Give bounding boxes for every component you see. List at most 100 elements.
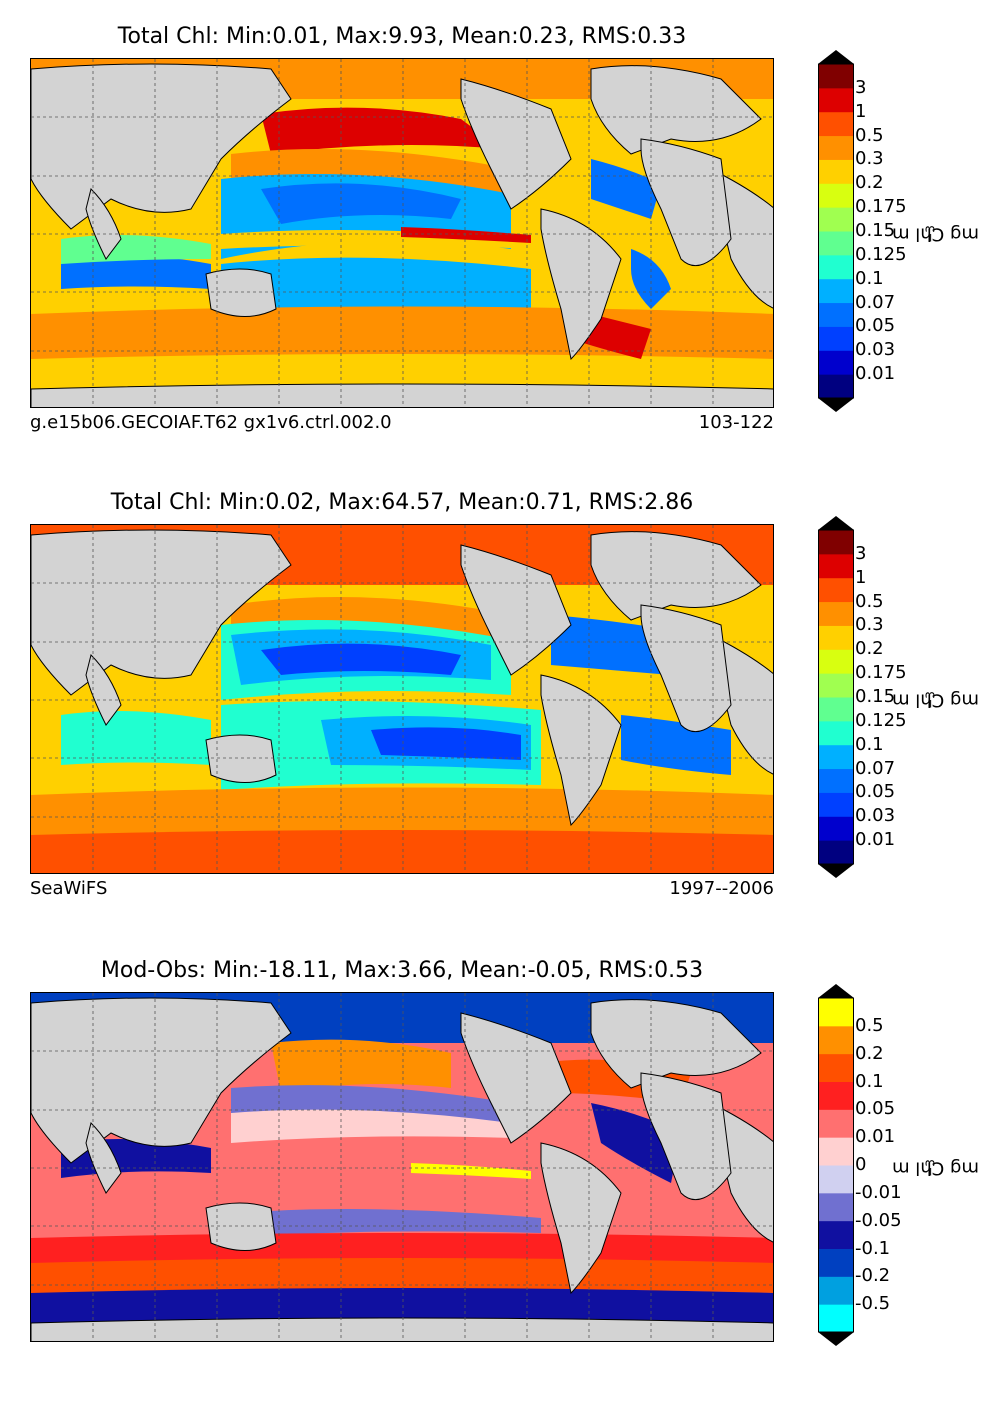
colorbar-segment [818,254,854,280]
colorbar-segment [818,553,854,579]
colorbar-segment [818,601,854,626]
colorbar-tick-label: 0.5 [855,124,884,146]
colorbar-segment [818,1081,854,1110]
colorbar-segment [818,87,854,113]
colorbar-tick-label: 0.125 [855,709,907,731]
colorbar-tick-label: -0.2 [855,1265,891,1287]
colorbar-tick-label: 0.2 [855,1042,884,1064]
source-label: SeaWiFS [30,878,108,899]
colorbar-tick-label: 0.15 [855,220,896,241]
colorbar-segment [818,64,854,89]
colorbar-tick-label: -0.05 [855,1209,902,1231]
colorbar-over-arrow [818,516,854,530]
colorbar-segment [818,1276,854,1305]
colorbar-tick-label: 0 [855,1154,867,1175]
colorbar-segment [818,649,854,674]
colorbar-tick-label: 0.1 [855,1070,884,1092]
colorbar-tick-label: 0.01 [855,829,896,851]
colorbar-tick-label: 0.175 [855,196,907,218]
panel-title: Total Chl: Min:0.01, Max:9.93, Mean:0.23… [117,24,687,49]
colorbar-under-arrow [818,398,854,412]
colorbar-segment [818,278,854,304]
colorbar-segment [818,1192,854,1222]
panel-title: Total Chl: Min:0.02, Max:64.57, Mean:0.7… [110,490,694,515]
colorbar-tick-label: 0.01 [855,1126,896,1148]
colorbar-tick-label: 1 [855,566,867,588]
colorbar-over-arrow [818,50,854,64]
colorbar-tick-label: 0.15 [855,686,896,707]
colorbar-tick-label: 0.07 [855,291,896,313]
colorbar-segment [818,159,854,184]
colorbar-tick-label: 0.1 [855,267,884,289]
colorbar-tick-label: 0.3 [855,614,884,636]
panel-title: Mod-Obs: Min:-18.11, Max:3.66, Mean:-0.0… [100,958,704,983]
colorbar [818,516,854,878]
colorbar-tick-label: -0.1 [855,1237,891,1259]
colorbar-tick-label: 0.2 [855,638,884,660]
colorbar-segment [818,816,854,841]
colorbar-tick-label: 0.5 [855,590,884,612]
colorbar-segment [818,744,854,770]
colorbar-tick-label: 0.07 [855,757,896,779]
colorbar-tick-label: 0.1 [855,733,884,755]
colorbar-segment [818,697,854,722]
colorbar-segment [818,673,854,698]
colorbar-tick-label: 0.2 [855,172,884,194]
run-label: g.e15b06.GECOIAF.T62 gx1v6.ctrl.002.0 [30,412,392,433]
colorbar-tick-label: 0.3 [855,148,884,170]
colorbar-unit: mg Chl m −3 [891,1157,979,1179]
colorbar-tick-label: 0.125 [855,243,907,265]
colorbar-tick-label: 3 [855,76,867,98]
colorbar-segment [818,1109,854,1138]
period-label: 1997--2006 [669,878,774,899]
colorbar-tick-label: 0.05 [855,315,896,337]
colorbar-segment [818,326,854,351]
colorbar-segment [818,720,854,746]
panel-difference: Mod-Obs: Min:-18.11, Max:3.66, Mean:-0.0… [0,958,981,1418]
colorbar-tick-label: -0.01 [855,1181,902,1203]
colorbar-segment [818,302,854,327]
colorbar-segment [818,768,854,793]
colorbar-under-arrow [818,864,854,878]
colorbar-segment [818,1165,854,1194]
panel-observed: Total Chl: Min:0.02, Max:64.57, Mean:0.7… [0,490,981,950]
colorbar-tick-label: 0.01 [855,363,896,385]
colorbar-unit: mg Chl m −3 [891,223,979,245]
colorbar-segment [818,374,854,399]
colorbar-segment [818,625,854,650]
colorbar-segment [818,135,854,160]
colorbar-under-arrow [818,1332,854,1346]
colorbar-tick-label: 0.03 [855,805,896,827]
colorbar [818,984,854,1346]
colorbar-segment [818,1304,854,1333]
map-model-chl [30,58,774,408]
colorbar-segment [818,350,854,375]
colorbar-unit: mg Chl m −3 [891,689,979,711]
colorbar-segment [818,530,854,555]
colorbar-tick-label: 0.03 [855,339,896,361]
colorbar-tick-label: 1 [855,100,867,122]
colorbar-tick-label: 0.05 [855,781,896,803]
colorbar-segment [818,1053,854,1082]
colorbar-segment [818,231,854,256]
colorbar-tick-label: 0.175 [855,662,907,684]
colorbar [818,50,854,412]
colorbar-segment [818,1220,854,1249]
colorbar-segment [818,840,854,865]
colorbar-tick-label: 0.05 [855,1098,896,1120]
map-model-minus-obs [30,992,774,1342]
panel-model: Total Chl: Min:0.01, Max:9.93, Mean:0.23… [0,24,981,484]
colorbar-segment [818,207,854,232]
colorbar-tick-label: 0.5 [855,1014,884,1036]
colorbar-segment [818,183,854,208]
period-label: 103-122 [698,412,774,433]
colorbar-tick-label: -0.5 [855,1293,891,1315]
colorbar-segment [818,1137,854,1166]
colorbar-over-arrow [818,984,854,998]
map-seawifs-chl [30,524,774,874]
colorbar-segment [818,111,854,137]
colorbar-segment [818,792,854,817]
colorbar-segment [818,1248,854,1277]
colorbar-segment [818,998,854,1027]
colorbar-segment [818,577,854,603]
